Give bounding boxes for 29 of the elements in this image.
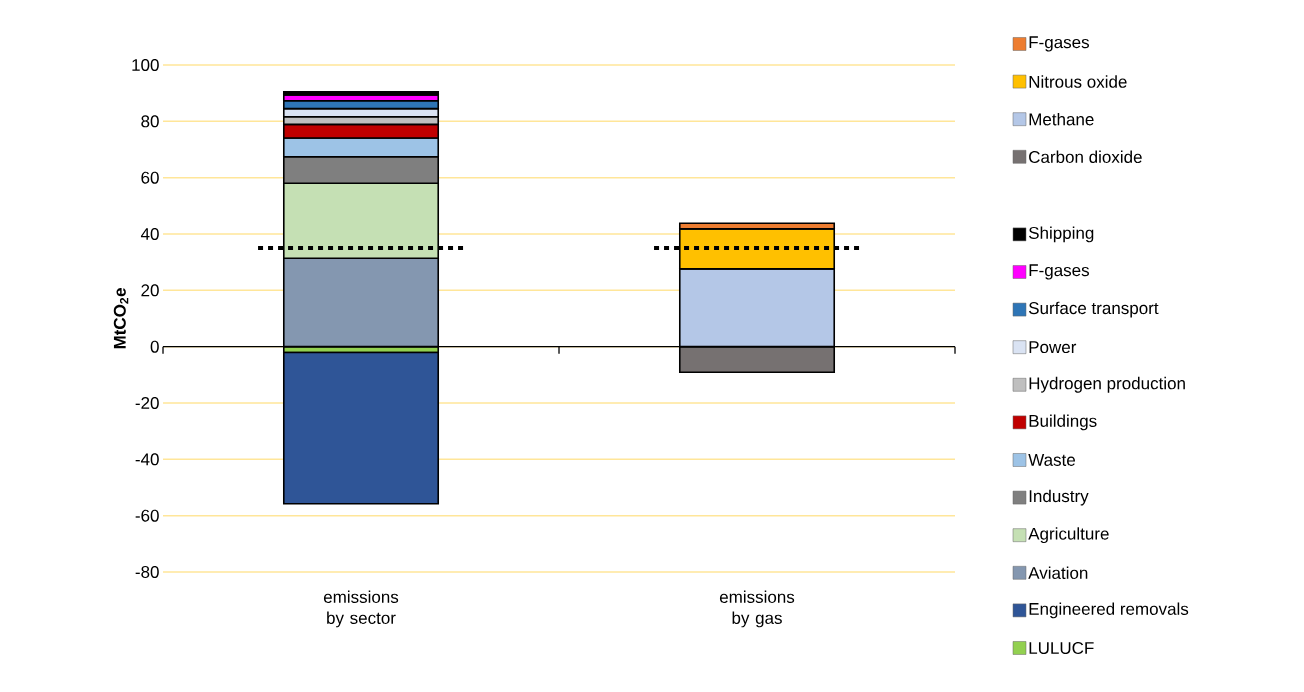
legend-label: Nitrous oxide (1029, 75, 1127, 88)
legend-label: Waste (1028, 454, 1076, 466)
y-tick-label: -80 (135, 565, 159, 579)
y-tick-label: 0 (150, 340, 159, 353)
legend-label: F-gases (1029, 264, 1089, 280)
y-tick-label: 100 (132, 58, 159, 72)
y-tick-label: -60 (135, 509, 159, 522)
x-tick-label: emissions by gas (719, 590, 795, 628)
legend-label: Power (1029, 341, 1077, 354)
y-tick-label: -40 (135, 453, 159, 466)
x-tick-label: emissions by sector (323, 590, 399, 628)
legend-label: Hydrogen production (1029, 376, 1185, 393)
y-tick-label: 40 (140, 227, 159, 241)
y-tick-label: 80 (141, 115, 159, 128)
legend-label: Methane (1029, 112, 1094, 126)
y-axis-title: MtCO$_{2}$e (113, 288, 129, 349)
legend-label: Engineered removals (1029, 602, 1189, 619)
y-tick-label: -20 (135, 396, 159, 410)
legend-label: Carbon dioxide (1029, 150, 1142, 164)
legend-label: F-gases (1029, 36, 1089, 52)
legend-label: Agriculture (1028, 527, 1109, 544)
legend-label: Shipping (1028, 226, 1094, 243)
legend-label: Industry (1029, 489, 1089, 506)
y-tick-label: 60 (141, 171, 159, 184)
legend-label: Surface transport (1028, 301, 1159, 318)
legend-label: LULUCF (1029, 641, 1094, 655)
y-tick-label: 20 (141, 284, 159, 297)
legend-label: Buildings (1029, 414, 1097, 431)
legend-label: Aviation (1028, 566, 1088, 580)
